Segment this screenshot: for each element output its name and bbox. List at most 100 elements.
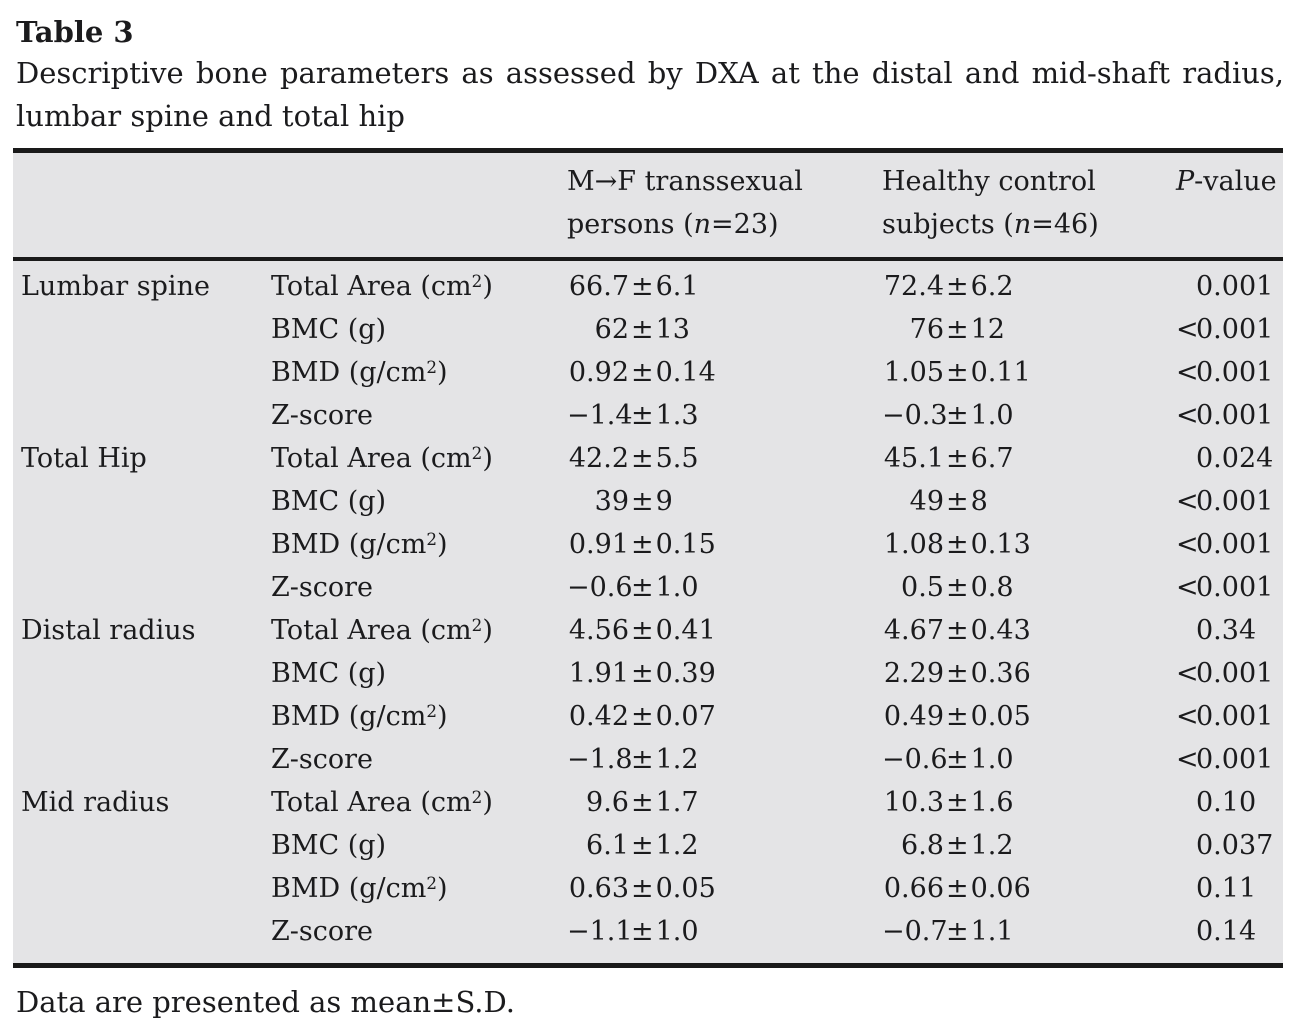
table-row: BMD (g/cm2) 0.63±0.05 0.66±0.06 0.11 [13,867,1283,910]
region-cell [18,910,271,953]
table-row: Total Hip Total Area (cm2) 42.2±5.5 45.1±6.… [13,437,1283,480]
region-cell [18,867,271,910]
table-row: BMD (g/cm2) 0.42±0.07 0.49±0.05 <0.001 [13,695,1283,738]
region-cell [18,652,271,695]
parameter-cell: Total Area (cm2) [271,270,493,302]
p-value-cell: 0.001 [1196,271,1274,302]
parameter-cell: BMC (g) [271,486,387,517]
mf-value-cell: 39±9 [594,486,673,517]
header-parameter-col [271,160,567,246]
table-row: BMC (g) 62±13 76±12 <0.001 [13,308,1283,351]
parameter-cell: BMD (g/cm2) [271,356,448,388]
table-row: BMD (g/cm2) 0.91±0.15 1.08±0.13 <0.001 [13,523,1283,566]
control-value-cell: 76±12 [909,314,1005,345]
header-control-group: Healthy control subjects (n=46) [882,160,1176,246]
control-value-cell: 2.29±0.36 [883,658,1031,689]
data-table: M→F transsexual persons (n=23) Healthy c… [13,148,1283,968]
mf-value-cell: 42.2±5.5 [568,443,699,474]
caption-line-1: Descriptive bone parameters as assessed … [16,56,1284,90]
control-value-cell: 6.8±1.2 [901,830,1014,861]
p-value-cell: 0.11 [1196,873,1257,904]
p-value-cell: <0.001 [1176,314,1274,345]
parameter-cell: Total Area (cm2) [271,786,493,818]
header-control-line-2: subjects (n=46) [882,209,1099,240]
p-value-cell: <0.001 [1176,572,1274,603]
region-cell: Mid radius [21,787,170,818]
region-cell [18,738,271,781]
control-value-cell: −0.7±1.1 [882,916,1014,947]
mf-value-cell: 0.91±0.15 [568,529,716,560]
table-row: Mid radius Total Area (cm2) 9.6±1.7 10.3±1.… [13,781,1283,824]
control-value-cell: 1.08±0.13 [883,529,1031,560]
parameter-cell: Total Area (cm2) [271,442,493,474]
header-control-line-1: Healthy control [882,166,1096,197]
parameter-cell: Z-score [271,916,374,947]
table-footnote: Data are presented as mean±S.D. [16,985,515,1019]
region-cell [18,695,271,738]
p-value-cell: <0.001 [1176,529,1274,560]
region-cell: Distal radius [21,615,196,646]
p-value-cell: <0.001 [1176,701,1274,732]
table-body: Lumbar spine Total Area (cm2) 66.7±6.1 72.4… [13,261,1283,963]
mf-value-cell: 1.91±0.39 [568,658,716,689]
parameter-cell: BMD (g/cm2) [271,528,448,560]
control-value-cell: −0.6±1.0 [882,744,1014,775]
control-value-cell: 49±8 [909,486,988,517]
parameter-cell: Z-score [271,400,374,431]
table-row: BMC (g) 1.91±0.39 2.29±0.36 <0.001 [13,652,1283,695]
control-value-cell: 1.05±0.11 [883,357,1031,388]
control-value-cell: −0.3±1.0 [882,400,1014,431]
parameter-cell: Total Area (cm2) [271,614,493,646]
region-cell [18,394,271,437]
region-cell [18,480,271,523]
table-caption: Descriptive bone parameters as assessed … [16,52,1284,138]
mf-value-cell: 9.6±1.7 [586,787,699,818]
mf-value-cell: 6.1±1.2 [586,830,699,861]
table-row: Z-score −0.6±1.0 0.5±0.8 <0.001 [13,566,1283,609]
p-value-cell: <0.001 [1176,400,1274,431]
region-cell [18,566,271,609]
region-cell [18,523,271,566]
table-row: Z-score −1.8±1.2 −0.6±1.0 <0.001 [13,738,1283,781]
region-cell: Lumbar spine [21,271,210,302]
table-row: Lumbar spine Total Area (cm2) 66.7±6.1 72.4… [13,265,1283,308]
region-cell [18,824,271,867]
p-value-cell: 0.10 [1196,787,1257,818]
region-cell: Total Hip [21,443,147,474]
header-mf-line-1: M→F transsexual [567,166,803,197]
table-row: BMD (g/cm2) 0.92±0.14 1.05±0.11 <0.001 [13,351,1283,394]
mf-value-cell: 0.92±0.14 [568,357,716,388]
control-value-cell: 0.66±0.06 [883,873,1031,904]
mf-value-cell: 0.63±0.05 [568,873,716,904]
control-value-cell: 0.49±0.05 [883,701,1031,732]
control-value-cell: 0.5±0.8 [901,572,1014,603]
mf-value-cell: 66.7±6.1 [568,271,699,302]
table-row: Distal radius Total Area (cm2) 4.56±0.41 4.… [13,609,1283,652]
table-row: Z-score −1.4±1.3 −0.3±1.0 <0.001 [13,394,1283,437]
parameter-cell: BMD (g/cm2) [271,700,448,732]
p-value-cell: <0.001 [1176,744,1274,775]
p-value-cell: <0.001 [1176,486,1274,517]
header-p-value: P-value [1176,166,1277,197]
table-header-row: M→F transsexual persons (n=23) Healthy c… [13,153,1283,261]
p-value-cell: <0.001 [1176,357,1274,388]
mf-value-cell: 4.56±0.41 [568,615,716,646]
p-value-cell: 0.14 [1196,916,1257,947]
p-value-cell: 0.037 [1196,830,1274,861]
parameter-cell: Z-score [271,744,374,775]
parameter-cell: BMC (g) [271,830,387,861]
p-value-cell: 0.024 [1196,443,1274,474]
mf-value-cell: −1.1±1.0 [567,916,699,947]
mf-value-cell: −0.6±1.0 [567,572,699,603]
p-value-cell: <0.001 [1176,658,1274,689]
control-value-cell: 72.4±6.2 [883,271,1014,302]
parameter-cell: Z-score [271,572,374,603]
table-caption-block: Table 3 Descriptive bone parameters as a… [0,0,1304,138]
p-value-cell: 0.34 [1196,615,1257,646]
region-cell [18,351,271,394]
mf-value-cell: −1.4±1.3 [567,400,699,431]
parameter-cell: BMC (g) [271,314,387,345]
parameter-cell: BMC (g) [271,658,387,689]
table-row: BMC (g) 6.1±1.2 6.8±1.2 0.037 [13,824,1283,867]
control-value-cell: 4.67±0.43 [883,615,1031,646]
